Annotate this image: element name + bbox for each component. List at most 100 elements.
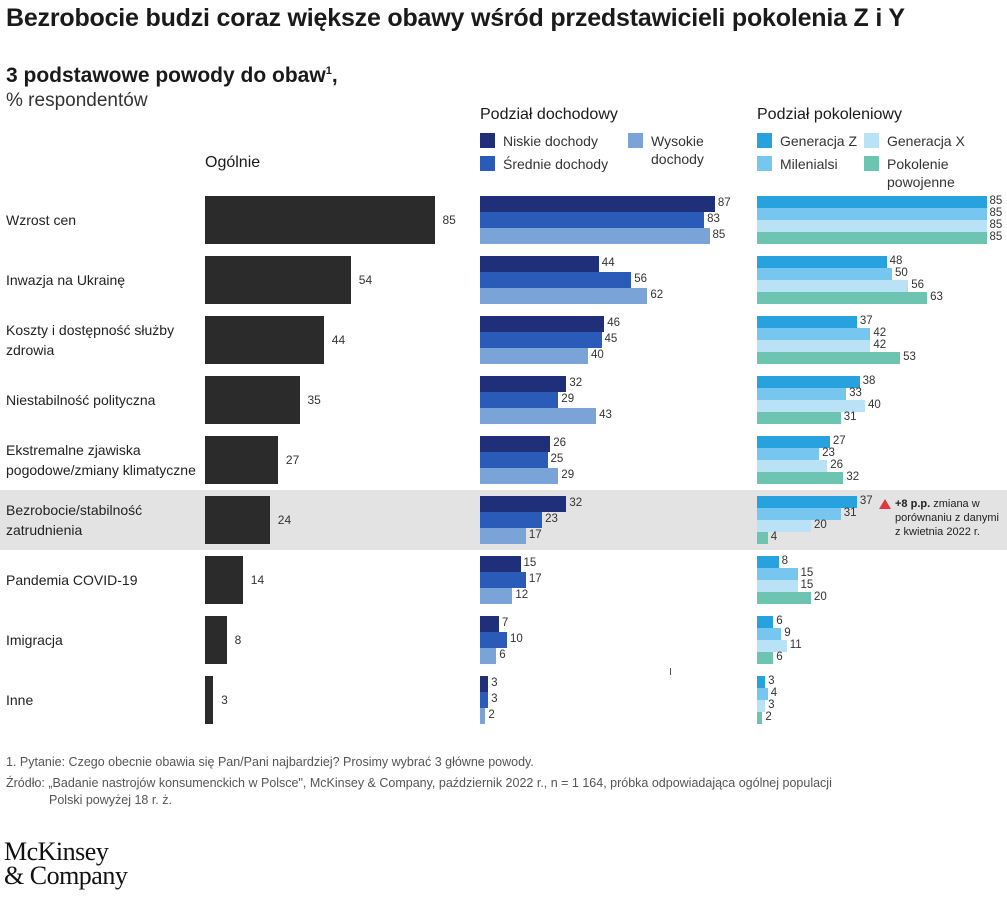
value-label-generation: 50 bbox=[895, 266, 908, 279]
value-label-generation: 27 bbox=[832, 434, 846, 447]
value-label-generation: 85 bbox=[989, 194, 1003, 207]
legend-label-postwar: Pokolenie powojenne bbox=[887, 156, 955, 190]
panel-heading-overall: Ogólnie bbox=[205, 154, 261, 171]
value-label-income: 10 bbox=[510, 632, 523, 645]
category-label: Imigracja bbox=[6, 632, 63, 648]
bar-income-2 bbox=[480, 632, 507, 648]
bar-generation-3 bbox=[757, 280, 909, 292]
value-label-generation: 26 bbox=[830, 458, 843, 471]
value-label-income: 44 bbox=[601, 256, 615, 269]
value-label-generation: 11 bbox=[789, 638, 802, 651]
bar-income-2 bbox=[480, 452, 548, 468]
value-label-income: 46 bbox=[607, 316, 620, 329]
bar-income-2 bbox=[480, 512, 543, 528]
value-label-generation: 63 bbox=[930, 290, 943, 303]
category-label: Inne bbox=[6, 692, 34, 708]
bar-generation-1 bbox=[757, 556, 779, 568]
value-label-income: 6 bbox=[499, 648, 506, 661]
bar-generation-3 bbox=[757, 520, 811, 532]
value-label-generation: 32 bbox=[846, 470, 860, 483]
bar-generation-1 bbox=[757, 196, 987, 208]
mckinsey-logo: McKinsey & Company bbox=[4, 837, 128, 890]
bar-generation-1 bbox=[757, 376, 860, 388]
bar-overall-1 bbox=[205, 196, 435, 244]
bar-generation-2 bbox=[757, 568, 798, 580]
value-label-income: 62 bbox=[650, 288, 664, 301]
value-label-income: 40 bbox=[591, 348, 604, 361]
bar-generation-1 bbox=[757, 496, 857, 508]
bar-income-2 bbox=[480, 692, 489, 708]
bar-overall-1 bbox=[205, 496, 270, 544]
legend-item-gen-z: Generacja Z bbox=[757, 132, 857, 150]
bar-generation-1 bbox=[757, 436, 830, 448]
value-label-generation: 56 bbox=[911, 278, 924, 291]
legend-swatch-high-income bbox=[628, 133, 643, 148]
bar-generation-3 bbox=[757, 580, 798, 592]
legend-item-millennials: Milenialsi bbox=[757, 155, 838, 173]
bar-generation-3 bbox=[757, 400, 865, 412]
increase-triangle-icon bbox=[879, 499, 891, 509]
bar-overall-1 bbox=[205, 376, 300, 424]
footnote-source: Źródło: „Badanie nastrojów konsumenckich… bbox=[6, 776, 832, 790]
value-label-overall: 35 bbox=[307, 392, 321, 407]
value-label-income: 29 bbox=[561, 468, 575, 481]
value-label-income: 17 bbox=[528, 528, 542, 541]
bar-generation-2 bbox=[757, 688, 768, 700]
bar-generation-2 bbox=[757, 268, 892, 280]
category-label: Inwazja na Ukrainę bbox=[6, 272, 126, 288]
bar-overall-1 bbox=[205, 556, 243, 604]
bar-generation-3 bbox=[757, 340, 871, 352]
category-label: Wzrost cen bbox=[6, 212, 77, 228]
legend-item-high-income: Wysokie dochody bbox=[628, 132, 704, 168]
value-label-income: 3 bbox=[491, 692, 498, 705]
annotation-note: +8 p.p. zmiana w porównaniu z danymi z k… bbox=[895, 497, 1007, 539]
value-label-income: 56 bbox=[634, 272, 647, 285]
bar-income-2 bbox=[480, 272, 632, 288]
value-label-income: 17 bbox=[528, 572, 542, 585]
category-label: Niestabilność polityczna bbox=[6, 392, 156, 408]
bar-generation-4 bbox=[757, 232, 987, 244]
stray-tick-mark bbox=[670, 668, 671, 675]
value-label-generation: 33 bbox=[849, 386, 862, 399]
value-label-generation: 23 bbox=[822, 446, 835, 459]
value-label-generation: 37 bbox=[859, 494, 873, 507]
bar-income-3 bbox=[480, 228, 710, 244]
value-label-income: 12 bbox=[515, 588, 529, 601]
value-label-overall: 85 bbox=[442, 212, 456, 227]
annotation-text: zmiana w porównaniu z danymi z kwietnia … bbox=[895, 498, 999, 538]
value-label-generation: 15 bbox=[800, 578, 814, 591]
bar-income-3 bbox=[480, 648, 497, 664]
bar-generation-4 bbox=[757, 352, 901, 364]
bar-generation-2 bbox=[757, 208, 987, 220]
value-label-generation: 9 bbox=[784, 626, 791, 639]
bar-overall-1 bbox=[205, 316, 324, 364]
bar-income-3 bbox=[480, 588, 513, 604]
footnote-source-continued: Polski powyżej 18 r. ż. bbox=[49, 793, 172, 807]
legend-label-gen-x: Generacja X bbox=[887, 133, 965, 149]
bar-income-1 bbox=[480, 556, 521, 572]
bar-generation-4 bbox=[757, 712, 763, 724]
panel-heading-income: Podział dochodowy bbox=[480, 106, 618, 123]
bar-generation-1 bbox=[757, 316, 857, 328]
value-label-generation: 4 bbox=[770, 686, 778, 699]
bar-generation-4 bbox=[757, 472, 844, 484]
subtitle-comma: , bbox=[331, 64, 338, 87]
value-label-generation: 85 bbox=[989, 206, 1003, 219]
value-label-generation: 2 bbox=[765, 710, 772, 723]
legend-item-gen-x: Generacja X bbox=[864, 132, 965, 150]
legend-label-millennials: Milenialsi bbox=[780, 156, 838, 172]
category-label: Pandemia COVID-19 bbox=[6, 572, 138, 588]
value-label-income: 26 bbox=[553, 436, 566, 449]
bar-generation-4 bbox=[757, 652, 774, 664]
bar-income-2 bbox=[480, 392, 559, 408]
value-label-generation: 31 bbox=[843, 410, 857, 423]
value-label-income: 32 bbox=[569, 496, 583, 509]
category-label: Ekstremalne zjawiska pogodowe/zmiany kli… bbox=[6, 442, 196, 478]
value-label-income: 2 bbox=[488, 708, 495, 721]
legend-item-postwar: Pokolenie powojenne bbox=[864, 155, 955, 191]
value-label-generation: 40 bbox=[868, 398, 881, 411]
bar-income-3 bbox=[480, 528, 526, 544]
legend-item-low-income: Niskie dochody bbox=[480, 132, 598, 150]
bar-generation-4 bbox=[757, 412, 841, 424]
legend-swatch-millennials bbox=[757, 156, 772, 171]
